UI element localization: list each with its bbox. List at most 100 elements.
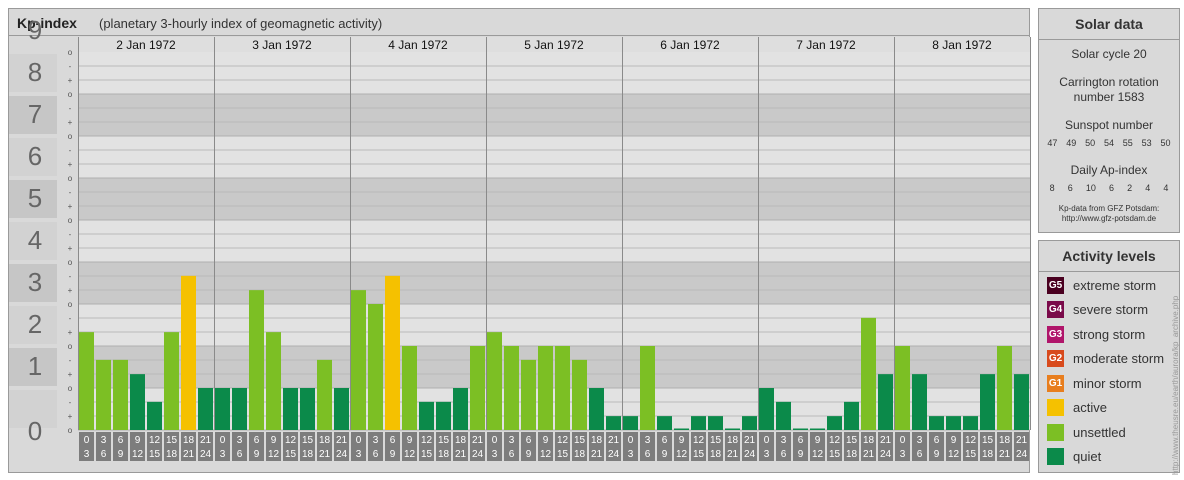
hour-end-label: 12: [948, 449, 960, 460]
y-sub-tick: o: [68, 426, 73, 435]
hour-end-label: 18: [710, 449, 722, 460]
hour-start-label: 15: [574, 435, 586, 446]
kp-bar: [419, 401, 434, 430]
hour-start-label: 9: [135, 435, 141, 446]
y-axis-label: 4: [28, 225, 42, 255]
kp-bar: [334, 388, 349, 430]
kp-bar: [827, 416, 842, 430]
hour-end-label: 24: [608, 449, 620, 460]
legend-swatch: G3: [1047, 325, 1064, 343]
hour-end-label: 12: [676, 449, 688, 460]
y-sub-tick: -: [69, 314, 72, 323]
ap-index-value: 4: [1163, 183, 1169, 193]
activity-levels-title: Activity levels: [1039, 241, 1179, 272]
data-source-link[interactable]: http://www.gfz-potsdam.de: [1061, 214, 1157, 223]
hour-cell: [793, 432, 808, 461]
kp-bar: [776, 401, 791, 430]
y-sub-tick: o: [68, 258, 73, 267]
hour-start-label: 21: [744, 435, 756, 446]
kp-bar: [861, 317, 876, 430]
hour-start-label: 6: [390, 435, 396, 446]
hour-cell: [470, 432, 485, 461]
hour-cell: [96, 432, 111, 461]
hour-start-label: 3: [509, 435, 515, 446]
credit-url: http://www.theusre.eu/earth/aurora/kp_ar…: [1171, 295, 1180, 475]
hour-end-label: 18: [574, 449, 586, 460]
y-sub-tick: +: [68, 328, 73, 337]
kp-bar: [368, 304, 383, 430]
day-label: 3 Jan 1972: [252, 38, 312, 52]
ap-index-value: 6: [1067, 183, 1073, 193]
kp-bar: [759, 388, 774, 430]
hour-end-label: 9: [662, 449, 668, 460]
sunspot-label: Sunspot number: [1064, 118, 1154, 132]
legend-swatch: G2: [1047, 350, 1064, 367]
sunspot-number-row: 47 49 50 54 55 53 50: [1039, 138, 1179, 148]
hour-start-label: 0: [628, 435, 634, 446]
legend-item: G5 extreme storm: [1047, 275, 1156, 295]
hour-cell: [317, 432, 332, 461]
y-axis-label: 5: [28, 183, 42, 213]
kp-bar: [589, 388, 604, 430]
hour-cell: [810, 432, 825, 461]
hour-cell: [419, 432, 434, 461]
hour-cell: [844, 432, 859, 461]
hour-start-label: 21: [880, 435, 892, 446]
hour-cell: [963, 432, 978, 461]
hour-start-label: 9: [271, 435, 277, 446]
hour-cell: [895, 432, 910, 461]
y-axis-label: 6: [28, 141, 42, 171]
hour-cell: [130, 432, 145, 461]
y-sub-tick: +: [68, 412, 73, 421]
kp-bar: [640, 346, 655, 430]
hour-start-label: 0: [764, 435, 770, 446]
hour-cell: [402, 432, 417, 461]
hour-end-label: 3: [764, 449, 770, 460]
hour-cell: [164, 432, 179, 461]
hour-cell: [759, 432, 774, 461]
kp-bar: [708, 416, 723, 430]
y-sub-tick: +: [68, 76, 73, 85]
hour-cell: [946, 432, 961, 461]
ap-index-label: Daily Ap-index: [1070, 163, 1148, 177]
hour-start-label: 21: [472, 435, 484, 446]
hour-start-label: 18: [591, 435, 603, 446]
kp-label-band: [9, 96, 57, 134]
y-sub-tick: -: [69, 398, 72, 407]
hour-cell: [742, 432, 757, 461]
y-axis-label: 1: [28, 351, 42, 381]
kp-label-band: [9, 180, 57, 218]
kp-bar: [300, 388, 315, 430]
hour-start-label: 12: [149, 435, 161, 446]
data-source-text: Kp-data from GFZ Potsdam:: [1058, 204, 1160, 213]
kp-band: [78, 94, 1030, 136]
hour-end-label: 12: [540, 449, 552, 460]
kp-bar: [470, 346, 485, 430]
hour-end-label: 6: [509, 449, 515, 460]
hour-end-label: 18: [166, 449, 178, 460]
kp-label-band: [9, 222, 57, 260]
kp-bar: [113, 359, 128, 430]
legend-swatch: G5: [1047, 276, 1064, 294]
kp-bar: [453, 388, 468, 430]
hour-start-label: 3: [917, 435, 923, 446]
y-sub-tick: o: [68, 174, 73, 183]
hour-cell: [538, 432, 553, 461]
kp-label-band: [9, 54, 57, 92]
y-sub-tick: +: [68, 202, 73, 211]
y-sub-tick: o: [68, 342, 73, 351]
y-sub-tick: +: [68, 244, 73, 253]
hour-end-label: 15: [557, 449, 569, 460]
hour-start-label: 15: [166, 435, 178, 446]
hour-end-label: 6: [237, 449, 243, 460]
kp-label-band: [9, 264, 57, 302]
hour-start-label: 3: [645, 435, 651, 446]
hour-cell: [79, 432, 94, 461]
hour-start-label: 15: [302, 435, 314, 446]
hour-end-label: 24: [880, 449, 892, 460]
sunspot-number: 50: [1160, 138, 1171, 148]
kp-bar: [521, 359, 536, 430]
hour-end-label: 21: [999, 449, 1011, 460]
hour-cell: [572, 432, 587, 461]
hour-cell: [249, 432, 264, 461]
